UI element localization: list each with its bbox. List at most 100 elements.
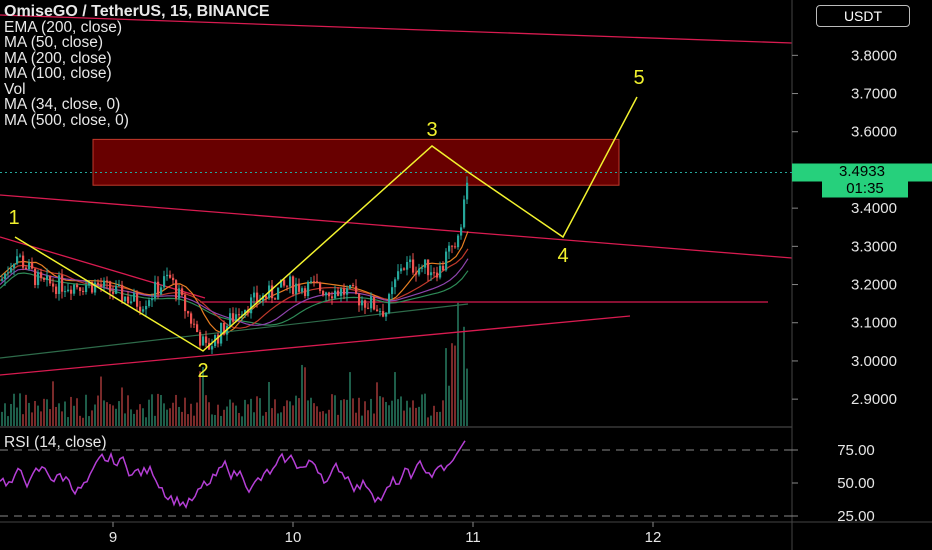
volume-bar: [280, 412, 282, 426]
candle-body: [22, 255, 25, 268]
candle-body: [424, 259, 427, 268]
volume-bar: [295, 395, 297, 426]
volume-bar: [229, 399, 231, 426]
candle-body: [412, 259, 415, 273]
volume-bar: [358, 397, 360, 426]
study-vol[interactable]: Vol: [4, 80, 26, 98]
volume-bar: [49, 409, 51, 426]
candle-body: [217, 334, 220, 344]
wave-label-2: 2: [197, 360, 208, 382]
volume-bar: [316, 406, 318, 426]
candle-body: [319, 282, 322, 291]
candle-body: [187, 311, 190, 314]
candle-body: [4, 273, 7, 280]
candle-body: [154, 281, 157, 299]
volume-bar: [130, 409, 132, 426]
time-tick-label: 10: [285, 529, 302, 546]
volume-bar: [403, 410, 405, 426]
volume-bar: [397, 399, 399, 426]
candle-body: [1, 279, 4, 281]
candle-body: [292, 276, 295, 295]
volume-bar: [55, 406, 57, 426]
candle-body: [304, 288, 307, 297]
volume-bar: [181, 411, 183, 426]
study-ma200[interactable]: MA (200, close): [4, 49, 112, 67]
study-ema200[interactable]: EMA (200, close): [4, 18, 123, 36]
candle-body: [415, 272, 418, 275]
volume-bar: [157, 393, 159, 426]
trend-line: [0, 194, 793, 259]
candle-body: [253, 292, 256, 298]
study-ma100[interactable]: MA (100, close): [4, 65, 112, 82]
candle-body: [322, 290, 325, 296]
volume-bar: [106, 402, 108, 426]
volume-bar: [205, 395, 207, 426]
study-ma500[interactable]: MA (500, close, 0): [4, 111, 129, 129]
volume-bar: [367, 410, 369, 426]
volume-bar: [22, 414, 24, 426]
candle-body: [139, 306, 142, 312]
volume-bar: [424, 393, 426, 426]
candle-body: [112, 291, 115, 294]
time-tick-label: 12: [645, 529, 662, 546]
volume-bar: [370, 398, 372, 426]
volume-bar: [298, 398, 300, 426]
candle-body: [76, 284, 79, 288]
rsi-tick-label: 25.00: [837, 508, 875, 525]
volume-bar: [265, 412, 267, 426]
volume-bar: [466, 368, 468, 426]
currency-button[interactable]: USDT: [816, 5, 910, 27]
volume-bar: [436, 411, 438, 426]
candle-body: [28, 262, 31, 270]
candle-body: [94, 282, 97, 293]
candle-body: [43, 278, 46, 280]
rsi-tick-label: 50.00: [837, 475, 875, 492]
candle-body: [31, 262, 34, 269]
trend-line: [0, 14, 793, 44]
candle-body: [166, 274, 169, 277]
candle-body: [19, 255, 22, 257]
candle-body: [325, 292, 328, 296]
volume-bar: [421, 394, 423, 426]
volume-bar: [349, 372, 351, 426]
candle-body: [367, 307, 370, 309]
candle-body: [400, 268, 403, 272]
volume-bar: [76, 398, 78, 426]
volume-bar: [91, 410, 93, 426]
rsi-legend[interactable]: RSI (14, close): [4, 434, 107, 451]
candle-body: [274, 298, 277, 300]
study-ma34[interactable]: MA (34, close, 0): [4, 96, 121, 113]
candle-body: [433, 272, 436, 274]
candle-body: [436, 272, 439, 278]
volume-bar: [445, 348, 447, 426]
current-price-tag: 3.4933: [839, 163, 885, 180]
candle-body: [37, 272, 40, 286]
study-ma50[interactable]: MA (50, close): [4, 34, 104, 51]
volume-bar: [292, 405, 294, 426]
volume-bar: [313, 403, 315, 426]
moving-averages: [0, 231, 469, 359]
candle-body: [106, 280, 109, 282]
candle-body: [55, 286, 58, 294]
candle-body: [13, 263, 16, 268]
candle-body: [124, 296, 127, 302]
candle-body: [289, 276, 292, 287]
symbol-title[interactable]: OmiseGO / TetherUS, 15, BINANCE: [4, 3, 270, 20]
volume-bar: [97, 395, 99, 426]
volume-bar: [412, 400, 414, 426]
volume-bar: [382, 397, 384, 426]
volume-bar: [70, 396, 72, 426]
candle-body: [163, 276, 166, 288]
volume-bar: [178, 406, 180, 426]
volume-bar: [109, 404, 111, 426]
candle-body: [178, 288, 181, 299]
candle-body: [388, 294, 391, 313]
price-tick-label: 3.7000: [851, 86, 897, 103]
candle-body: [310, 281, 313, 283]
candle-body: [223, 323, 226, 335]
volume-bar: [139, 404, 141, 426]
candle-body: [118, 284, 121, 286]
volume-bar: [274, 399, 276, 426]
